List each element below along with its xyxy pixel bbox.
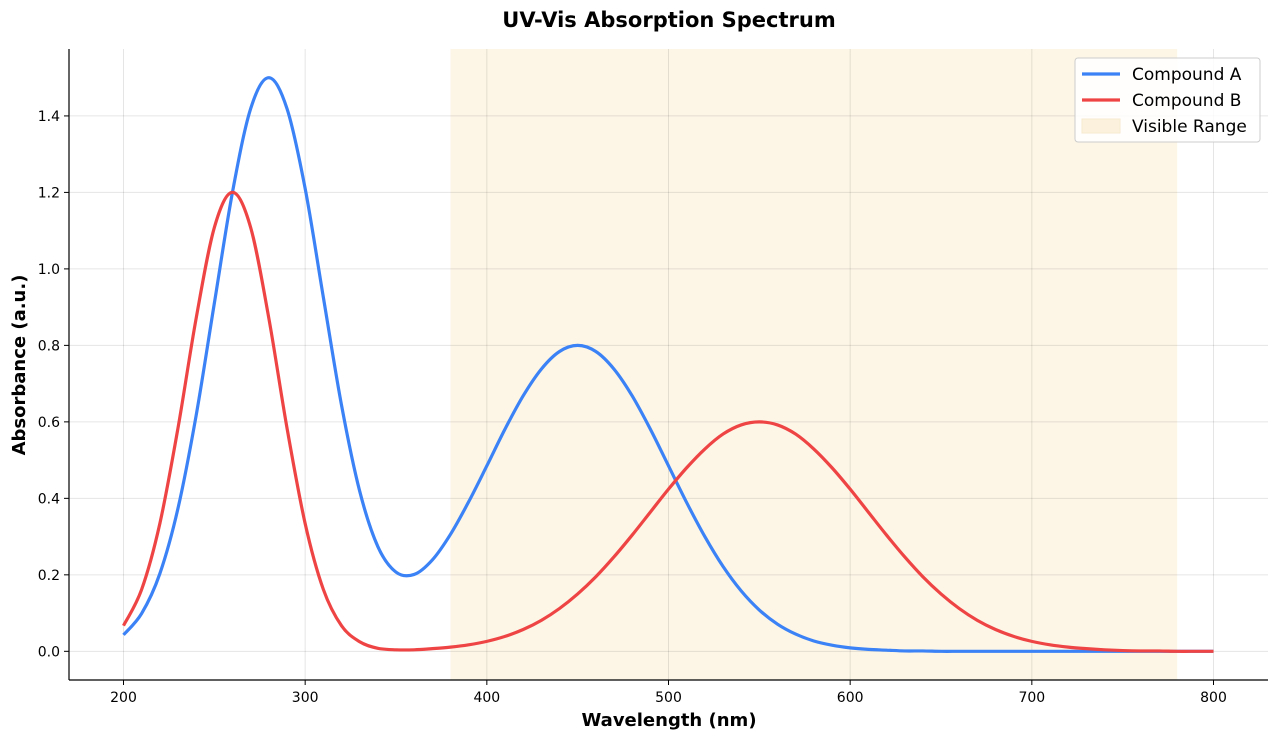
y-axis-label: Absorbance (a.u.)	[9, 275, 30, 456]
legend: Compound A Compound B Visible Range	[1074, 57, 1261, 143]
y-tick-label: 0.0	[38, 644, 60, 660]
y-tick-label: 1.2	[38, 185, 60, 201]
y-tick-label: 0.6	[38, 415, 60, 431]
x-tick-label: 500	[655, 690, 682, 706]
legend-label: Compound B	[1132, 91, 1241, 111]
x-tick-label: 200	[110, 690, 137, 706]
series-line-compound-b	[122, 190, 1214, 653]
y-tick-label: 0.4	[38, 491, 60, 507]
legend-swatch	[1081, 118, 1121, 134]
y-tick-label: 1.0	[38, 262, 60, 278]
legend-label: Compound A	[1132, 65, 1242, 85]
legend-label: Visible Range	[1132, 117, 1247, 137]
y-tick-label: 0.2	[38, 568, 60, 584]
visible-range-span	[450, 49, 1178, 680]
series-line-compound-a	[122, 76, 1214, 653]
chart-title: UV-Vis Absorption Spectrum	[502, 8, 835, 32]
x-tick-label: 300	[292, 690, 319, 706]
x-tick-label: 800	[1200, 690, 1227, 706]
x-axis-label: Wavelength (nm)	[581, 710, 756, 731]
x-tick-label: 400	[473, 690, 500, 706]
y-tick-label: 0.8	[38, 338, 60, 354]
x-tick-label: 600	[837, 690, 864, 706]
legend-box	[1074, 57, 1261, 143]
y-tick-label: 1.4	[38, 109, 60, 125]
x-tick-label: 700	[1018, 690, 1045, 706]
